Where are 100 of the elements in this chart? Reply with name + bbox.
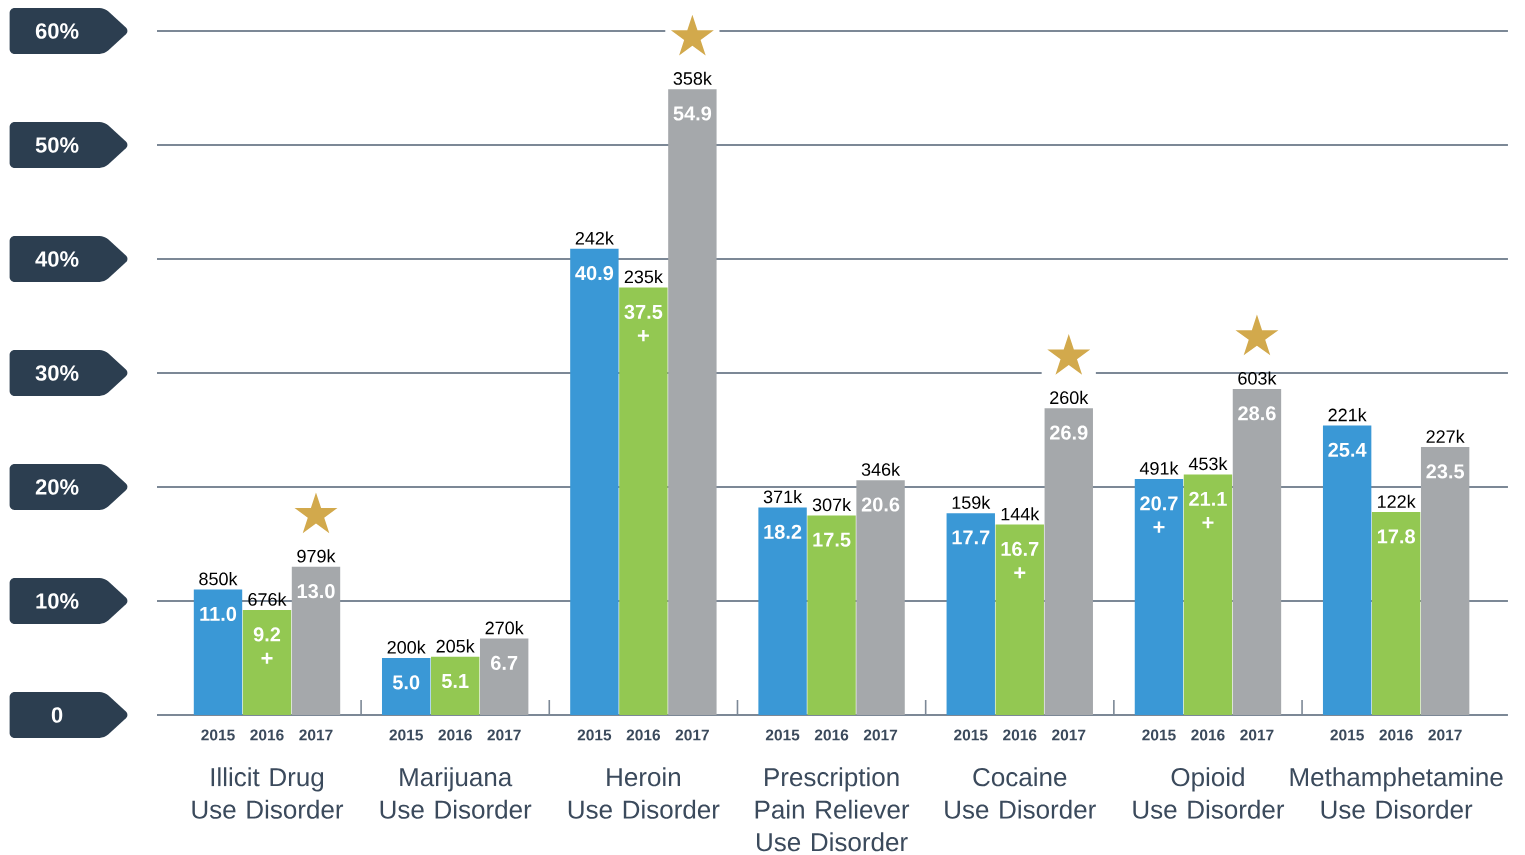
data-label: 23.5 [1426,464,1465,479]
text: 2017 [1052,729,1086,741]
annotation: 122k [1378,494,1416,508]
x-tick-label: Marijuana Use Disorder [380,767,532,819]
text: 2016 [1003,729,1037,741]
annotation: 235k [624,270,663,284]
x-tick-label: Methamphetamine Use Disorder [1290,767,1503,819]
x-tick-label: Cocaine Use Disorder [945,767,1096,819]
y-tick-label: 20% [35,479,79,495]
y-tick-label: 10% [36,593,79,609]
data-label: 28.6 [1238,406,1276,421]
data-label: 17.5 [813,532,851,547]
bar [570,248,619,715]
bar [946,513,995,715]
annotation: 979k [297,549,336,563]
y-tick-label: 40% [35,251,79,267]
annotation: 491k [1139,461,1179,475]
series-label: 2015 [201,729,235,741]
text: 2016 [438,729,472,741]
y-tick-label: 0 [51,707,63,723]
annotation: 260k [1050,390,1089,405]
series-label: 2017 [299,729,333,741]
text: 2016 [814,729,849,741]
annotation: 453k [1188,456,1228,471]
x-tick-label: Prescription Pain Reliever Use Disorder [755,767,910,852]
data-label: 6.7 [491,655,518,671]
data-label: 25.4 [1328,442,1367,457]
bar [758,507,807,715]
data-label: 16.7 [1001,541,1039,557]
text: 2015 [389,729,423,741]
bar [668,89,717,715]
bar [1183,474,1233,715]
annotation: 371k [763,490,803,504]
annotation: ★ [670,14,714,56]
annotation: 200k [387,640,426,654]
annotation: 144k [1001,507,1040,521]
series-label: 2016 [250,729,284,741]
annotation: 850k [199,572,238,586]
bar [381,657,431,715]
annotation: + [1014,567,1026,579]
annotation: + [637,330,649,342]
annotation: 358k [673,71,712,85]
bar [1322,425,1372,715]
bar [291,566,341,715]
data-label: 20.6 [861,497,900,512]
bar [1044,408,1093,715]
bar [430,656,480,715]
bar [1371,512,1421,715]
annotation: 307k [812,498,852,512]
y-tick-label: 50% [35,137,79,153]
bar [193,589,243,715]
text: 2016 [1191,729,1225,741]
text: 2017 [863,729,898,741]
data-label: 13.0 [297,584,335,599]
data-label: 40.9 [575,265,614,281]
data-label: 5.0 [392,675,420,690]
x-tick-label: Heroin Use Disorder [568,767,720,819]
x-tick-label: Opioid Use Disorder [1133,767,1285,819]
annotation: 242k [575,231,614,245]
bar [995,524,1044,715]
x-tick-label: Illicit Drug Use Disorder [192,767,344,819]
text: 2015 [1330,729,1364,741]
bar [242,610,292,715]
annotation: 346k [861,462,901,476]
text: 2015 [765,729,800,741]
bar [479,638,529,715]
annotation: 205k [436,639,475,653]
text: 2016 [626,729,661,741]
text: 2015 [577,729,612,741]
y-tick-label: 30% [35,365,79,381]
data-label: 21.1 [1189,491,1227,506]
text: 2017 [1240,729,1274,741]
text: 2015 [1142,729,1176,741]
bar [1232,388,1282,715]
text: 2017 [487,729,521,741]
annotation: + [1202,517,1214,529]
data-label: 20.7 [1140,496,1178,511]
data-label: 54.9 [673,106,712,121]
annotation: ★ [294,492,338,534]
bar [807,515,856,715]
y-tick-label: 60% [35,23,79,39]
bar [856,480,905,715]
text: 2015 [954,729,988,741]
bar [1420,447,1470,715]
text: 2017 [675,729,709,741]
data-label: 26.9 [1049,425,1088,440]
text: 2017 [1428,729,1462,741]
annotation: ★ [1047,333,1091,375]
annotation: 603k [1238,371,1277,385]
annotation: ★ [1235,314,1279,356]
bar [1134,479,1184,715]
annotation: + [1153,521,1165,533]
annotation: 221k [1328,408,1367,422]
bar [619,287,668,715]
annotation: 270k [485,621,524,635]
annotation: 159k [952,495,991,509]
data-label: 11.0 [200,606,237,622]
text: 2016 [1379,729,1413,741]
data-label: 37.5 [624,304,663,319]
annotation: 676k [248,592,287,606]
